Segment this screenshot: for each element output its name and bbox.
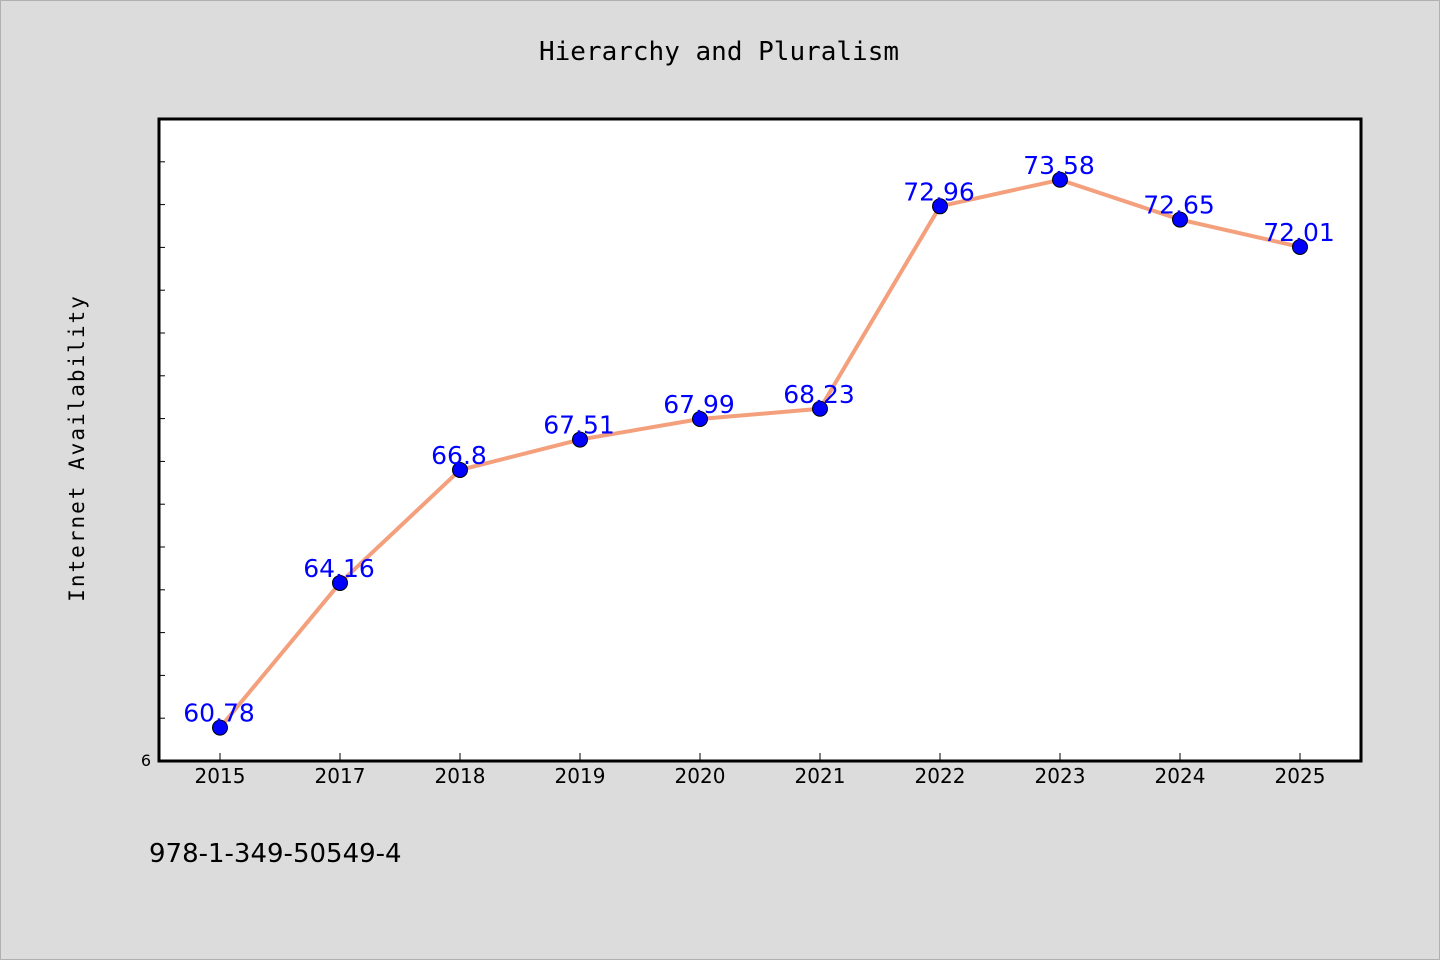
data-label: 60.78 <box>183 699 255 728</box>
x-tick-label: 2022 <box>915 764 966 788</box>
x-tick-label: 2025 <box>1275 764 1326 788</box>
x-tick-label: 2019 <box>555 764 606 788</box>
data-label: 68.23 <box>783 380 855 409</box>
x-tick-label: 2024 <box>1155 764 1206 788</box>
data-label: 66.8 <box>431 441 487 470</box>
data-point <box>1292 238 1308 255</box>
data-point <box>692 411 708 428</box>
chart-title: Hierarchy and Pluralism <box>539 37 899 67</box>
x-tick-label: 2017 <box>315 764 366 788</box>
plot-area <box>159 119 1361 761</box>
series-layer <box>212 171 1308 736</box>
data-point <box>1172 211 1188 228</box>
data-label: 73.58 <box>1023 151 1095 180</box>
data-label: 64.16 <box>303 554 375 583</box>
series-line <box>218 177 1302 730</box>
x-tick-label: 2015 <box>195 764 246 788</box>
data-point <box>572 431 588 448</box>
plot-border <box>157 117 1363 763</box>
x-tick-label: 2020 <box>675 764 726 788</box>
data-label: 67.51 <box>543 411 615 440</box>
y-tick-label: 6 <box>141 751 151 770</box>
data-point <box>1052 171 1068 188</box>
data-point <box>812 400 828 417</box>
data-label: 72.96 <box>903 177 975 206</box>
data-label: 67.99 <box>663 390 735 419</box>
x-tick-label: 2018 <box>435 764 486 788</box>
data-point <box>332 574 348 591</box>
x-tick-label: 2021 <box>795 764 846 788</box>
data-point <box>932 198 948 215</box>
isbn-text: 978-1-349-50549-4 <box>149 839 402 869</box>
data-label: 72.65 <box>1143 191 1215 220</box>
data-point <box>452 461 468 478</box>
data-label: 72.01 <box>1263 218 1335 247</box>
data-labels: 60.78 64.16 66.8 67.51 67.99 68.23 72.96 73.58 7… <box>183 151 1335 728</box>
y-axis-label: Internet Availability <box>65 294 89 602</box>
data-point <box>212 719 228 736</box>
x-axis-ticks: 2015 2017 2018 2019 2020 2021 2022 2023 2024 2025 <box>195 753 1326 788</box>
x-tick-label: 2023 <box>1035 764 1086 788</box>
